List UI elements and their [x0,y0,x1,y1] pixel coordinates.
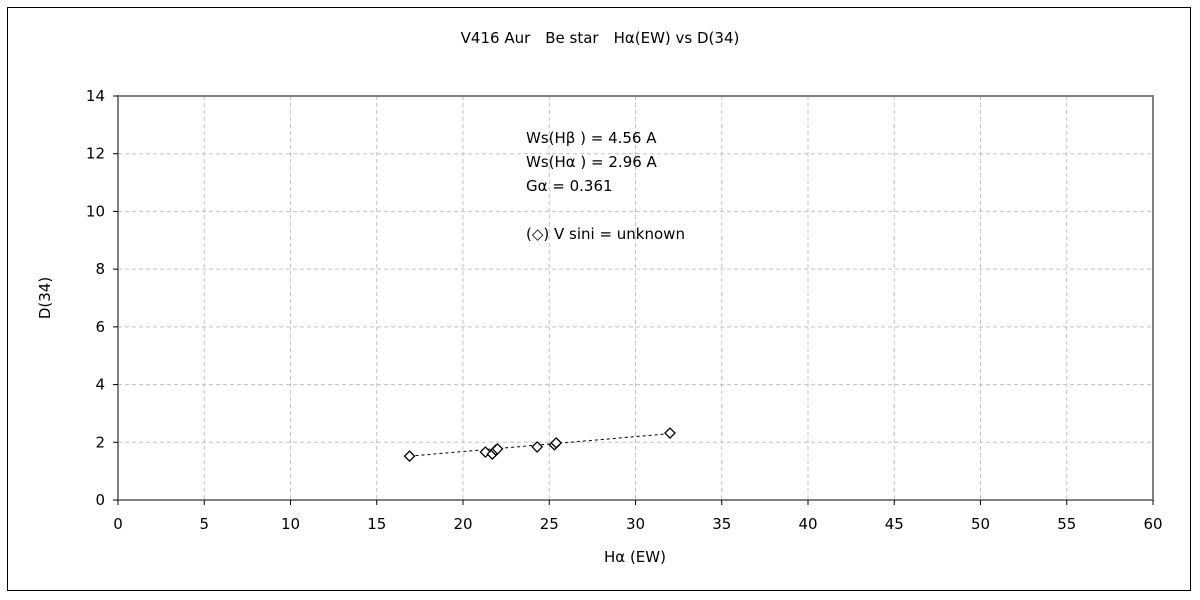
x-tick-label: 35 [712,515,731,533]
y-tick-label: 2 [95,433,105,451]
y-tick-label: 12 [86,145,105,163]
data-point [491,443,504,455]
data-point [550,436,563,449]
annotations: Ws(Hβ ) = 4.56 A Ws(Hα ) = 2.96 A Gα = 0… [526,129,685,243]
chart-title: V416 Aur Be star Hα(EW) vs D(34) [461,29,740,47]
x-tick-label: 25 [540,515,559,533]
data-point [403,450,416,463]
annotation-ws-halpha: Ws(Hα ) = 2.96 A [526,153,658,171]
x-tick-label: 0 [113,515,123,533]
annotation-ws-hbeta: Ws(Hβ ) = 4.56 A [526,129,657,147]
chart-frame [7,7,1191,591]
x-tick-label: 55 [1057,515,1076,533]
y-tick-label: 0 [95,491,105,509]
data-points [403,427,676,463]
data-point [531,440,544,453]
x-tick-label: 20 [453,515,472,533]
y-tick-label: 10 [86,202,105,220]
y-axis-label: D(34) [36,277,54,319]
x-tick-label: 60 [1143,515,1162,533]
annotation-g-alpha: Gα = 0.361 [526,177,613,195]
trendline-path [409,433,671,457]
x-tick-label: 45 [885,515,904,533]
annotation-vsini: (◇) V sini = unknown [526,225,685,243]
x-axis-label: Hα (EW) [604,548,666,566]
y-tick-label: 14 [86,87,105,105]
x-tick-label: 5 [199,515,209,533]
x-tick-label: 50 [971,515,990,533]
x-tick-label: 10 [281,515,300,533]
ticks: 0 5 10 15 20 25 30 35 40 45 50 55 60 0 2 4 6 8 10 12 14 [86,87,1163,533]
y-tick-label: 6 [95,318,105,336]
y-tick-label: 8 [95,260,105,278]
grid [118,96,1153,500]
x-tick-label: 30 [626,515,645,533]
trendline [409,433,671,457]
x-tick-label: 40 [798,515,817,533]
data-point [664,427,676,439]
y-tick-label: 4 [95,376,105,394]
x-tick-label: 15 [367,515,386,533]
